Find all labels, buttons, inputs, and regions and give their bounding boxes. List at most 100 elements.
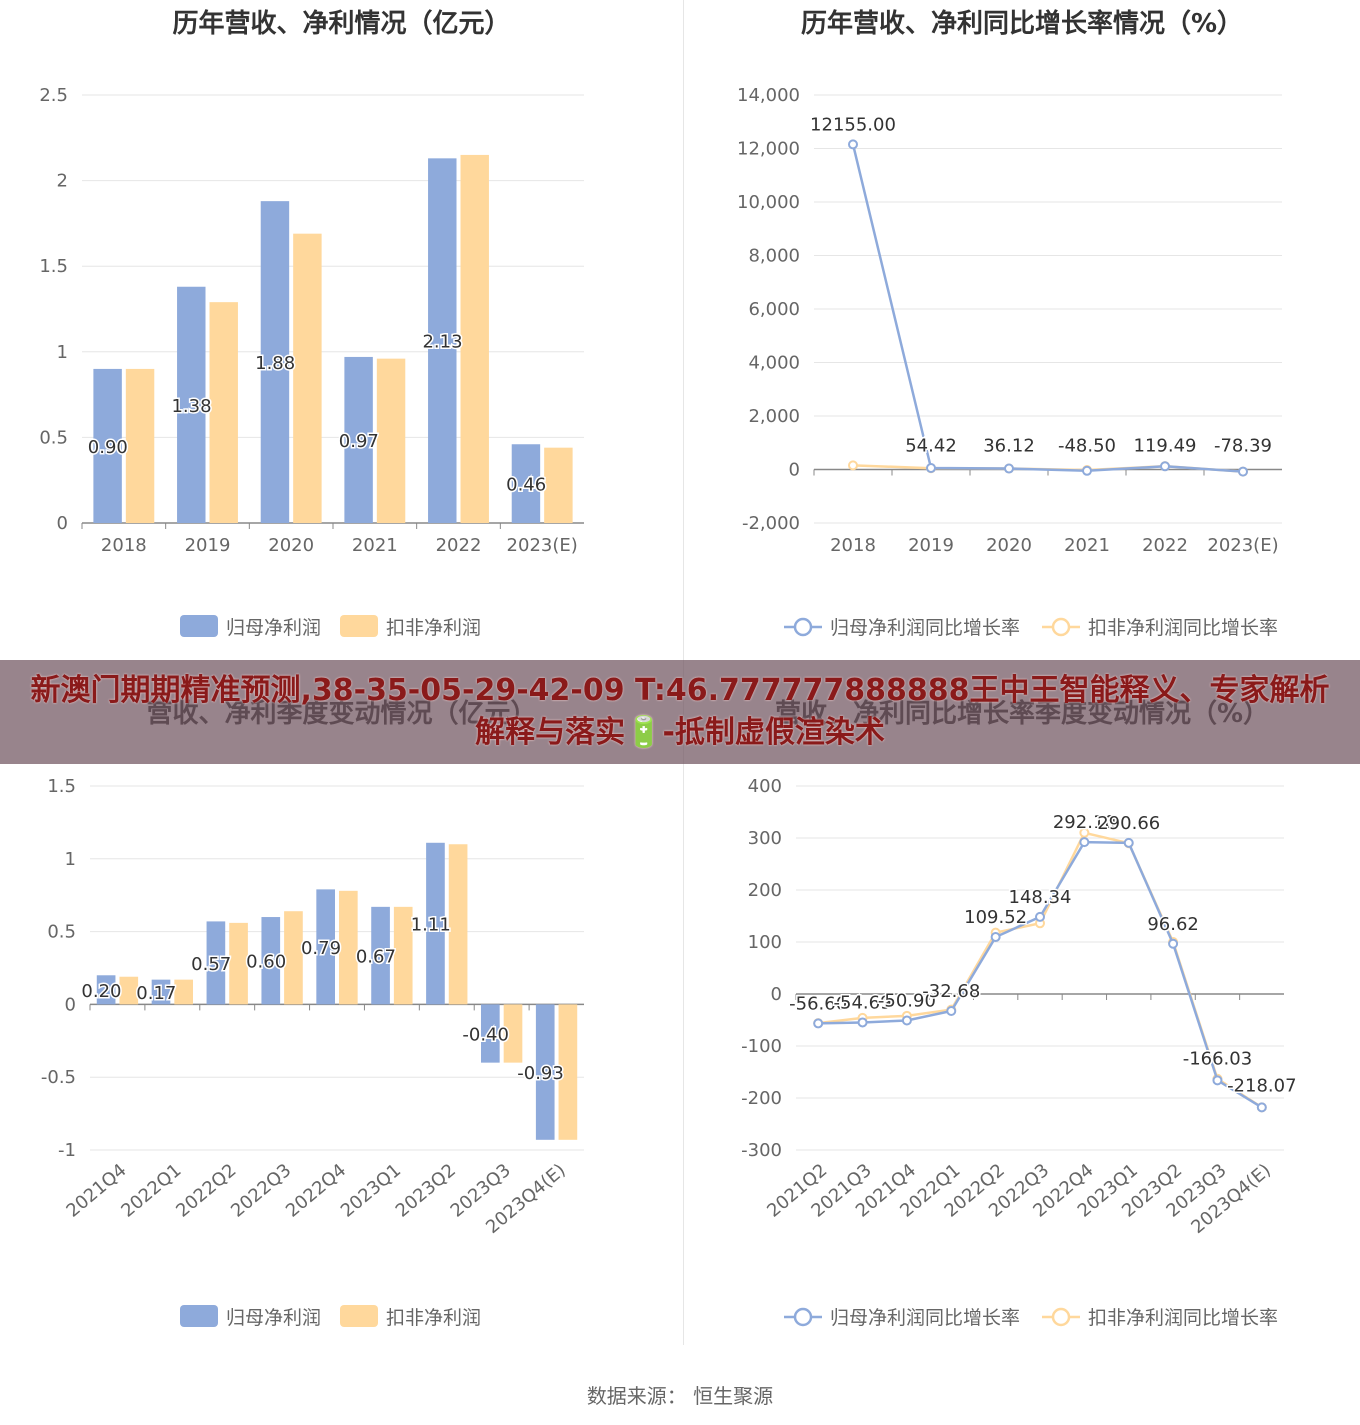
- x-tick-label: 2023(E): [507, 535, 578, 556]
- y-tick-label: 1: [65, 849, 76, 870]
- bar-net-profit: [481, 1004, 500, 1063]
- point-net-profit-growth: [1238, 466, 1248, 477]
- x-tick-label: 2018: [830, 535, 876, 556]
- y-tick-label: 4,000: [748, 353, 800, 374]
- point-net-profit-growth: [1082, 465, 1092, 476]
- y-tick-label: -100: [741, 1036, 782, 1057]
- y-tick-label: 2.5: [39, 85, 68, 106]
- legend-label: 归母净利润同比增长率: [830, 617, 1020, 639]
- x-tick-label: 2020: [986, 535, 1032, 556]
- y-tick-label: -2,000: [742, 513, 800, 534]
- bar-data-label: 0.79: [301, 938, 341, 959]
- bar-deducted-profit: [448, 844, 468, 1005]
- bar-net-profit: [344, 356, 373, 523]
- bar-net-profit: [535, 1004, 555, 1140]
- bar-net-profit: [93, 368, 122, 523]
- y-tick-label: 100: [748, 932, 782, 953]
- x-tick-label: 2022: [436, 535, 482, 556]
- line-net-profit-growth: [851, 144, 1244, 473]
- y-tick-label: 0: [57, 513, 68, 534]
- y-tick-label: -1: [58, 1140, 76, 1161]
- y-tick-label: 1: [57, 342, 68, 363]
- y-tick-label: 1.5: [39, 256, 68, 277]
- point-net-profit-growth: [1168, 938, 1179, 949]
- x-tick-label: 2023(E): [1207, 535, 1278, 556]
- y-tick-label: 10,000: [737, 192, 800, 213]
- quarterly-profit-bar-chart: 营收、净利季度变动情况（亿元）-1-0.500.511.52021Q42022Q…: [41, 698, 584, 1329]
- bar-deducted-profit: [119, 976, 139, 1005]
- line-data-label: 96.62: [1147, 914, 1199, 935]
- bar-deducted-profit: [209, 302, 238, 523]
- bar-data-label: -0.93: [517, 1063, 564, 1084]
- x-tick-label: 2023Q2: [392, 1160, 460, 1222]
- y-tick-label: 12,000: [737, 139, 800, 160]
- line-data-label: -218.07: [1227, 1075, 1296, 1096]
- legend-label: 扣非净利润同比增长率: [1088, 617, 1278, 639]
- line-data-label: 290.66: [1097, 813, 1160, 834]
- x-tick-label: 2022Q4: [282, 1160, 350, 1222]
- line-data-label: 148.34: [1009, 887, 1072, 908]
- y-tick-label: 2,000: [748, 406, 800, 427]
- bar-data-label: 0.60: [246, 952, 286, 973]
- line-data-label: 292.10: [1053, 812, 1116, 833]
- bar-data-label: 0.97: [339, 431, 379, 452]
- bar-data-label: 2.13: [422, 332, 462, 353]
- line-data-label: -54.69: [834, 992, 892, 1013]
- legend-label: 归母净利润: [226, 617, 321, 639]
- bar-data-label: -0.40: [462, 1025, 509, 1046]
- legend-label: 归母净利润: [226, 1307, 321, 1329]
- bar-net-profit: [206, 921, 226, 1005]
- bar-data-label: 0.57: [191, 954, 231, 975]
- y-tick-label: 0: [65, 994, 76, 1015]
- y-tick-label: 200: [748, 880, 782, 901]
- annual-growth-line-chart: 历年营收、净利同比增长率情况（%） -2,000 0 2,000 4,000 6,000 8…: [737, 8, 1282, 639]
- line-data-label: 119.49: [1134, 436, 1197, 457]
- point-net-profit-growth: [901, 1015, 912, 1026]
- line-data-label: 12155.00: [810, 114, 896, 135]
- bar-net-profit: [260, 201, 290, 524]
- legend-label: 扣非净利润: [386, 617, 481, 639]
- bar-net-profit: [371, 906, 390, 1005]
- x-tick-label: 2022Q3: [227, 1160, 295, 1222]
- y-tick-label: 400: [748, 776, 782, 797]
- legend-swatch-net-profit: [180, 615, 218, 637]
- bar-net-profit: [428, 158, 457, 523]
- bar-data-label: 1.11: [411, 915, 451, 936]
- x-tick-label: 2021: [1064, 535, 1110, 556]
- bar-deducted-profit: [293, 233, 322, 523]
- bar-data-label: 0.17: [136, 983, 176, 1004]
- y-tick-label: 8,000: [748, 246, 800, 267]
- bar-deducted-profit: [339, 890, 358, 1005]
- legend-label: 归母净利润同比增长率: [830, 1307, 1020, 1329]
- y-tick-label: 0: [789, 460, 800, 481]
- bar-deducted-profit: [393, 906, 413, 1005]
- y-tick-label: -0.5: [41, 1067, 76, 1088]
- point-net-profit-growth: [1079, 837, 1090, 848]
- point-net-profit-growth: [1256, 1102, 1267, 1113]
- point-net-profit-growth: [848, 139, 858, 150]
- y-tick-label: 300: [748, 828, 782, 849]
- bar-deducted-profit: [460, 154, 489, 524]
- x-tick-label: 2019: [185, 535, 231, 556]
- chart-title: 历年营收、净利情况（亿元）: [172, 8, 510, 39]
- x-tick-label: 2020: [268, 535, 314, 556]
- line-data-label: -166.03: [1183, 1048, 1252, 1069]
- chart-title: 历年营收、净利同比增长率情况（%）: [801, 8, 1243, 39]
- bar-deducted-profit: [125, 368, 155, 523]
- x-tick-label: 2023Q1: [337, 1160, 405, 1222]
- overlay-banner: 新澳门期期精准预测,38-35-05-29-42-09 T:46.7777778…: [0, 660, 1360, 764]
- point-deducted-growth: [848, 460, 858, 471]
- legend-label: 扣非净利润: [386, 1307, 481, 1329]
- bar-data-label: 1.88: [255, 353, 295, 374]
- y-tick-label: -300: [741, 1140, 782, 1161]
- line-data-label: -50.90: [878, 990, 936, 1011]
- bar-deducted-profit: [544, 447, 573, 523]
- bar-net-profit: [151, 979, 171, 1005]
- y-tick-label: 0: [771, 984, 782, 1005]
- x-tick-label: 2022Q1: [117, 1160, 185, 1222]
- line-data-label: 109.52: [964, 907, 1027, 928]
- point-deducted-growth: [1079, 827, 1090, 838]
- legend-label: 扣非净利润同比增长率: [1088, 1307, 1278, 1329]
- point-net-profit-growth: [1035, 911, 1045, 922]
- point-net-profit-growth: [1123, 837, 1134, 848]
